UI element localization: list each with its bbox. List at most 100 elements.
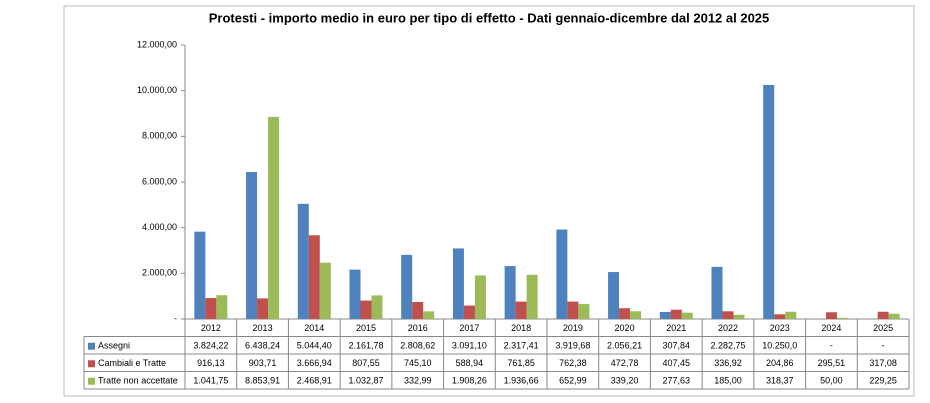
bar — [670, 309, 682, 319]
table-value: 652,99 — [559, 376, 587, 386]
y-tick-label: 12.000,00 — [137, 39, 177, 49]
table-value: 761,85 — [507, 358, 535, 368]
bar — [877, 311, 889, 319]
legend-label: Cambiali e Tratte — [98, 358, 166, 368]
x-tick-label: 2025 — [873, 323, 893, 333]
bar — [349, 269, 361, 319]
table-value: 1.936,66 — [504, 376, 539, 386]
bar — [297, 203, 309, 319]
table-value: 807,55 — [352, 358, 380, 368]
x-tick-label: 2021 — [666, 323, 686, 333]
table-value: 6.438,24 — [245, 341, 280, 351]
x-tick-label: 2018 — [511, 323, 531, 333]
bar — [526, 274, 538, 319]
bar — [423, 311, 435, 319]
bar — [412, 301, 424, 319]
y-tick-label: 8.000,00 — [142, 131, 177, 141]
x-tick-label: 2019 — [563, 323, 583, 333]
bar — [578, 304, 590, 319]
table-value: 762,38 — [559, 358, 587, 368]
bar — [268, 116, 280, 319]
x-tick-label: 2012 — [201, 323, 221, 333]
x-tick-label: 2022 — [718, 323, 738, 333]
bar — [401, 254, 413, 319]
bar — [659, 311, 671, 319]
x-tick-label: 2020 — [615, 323, 635, 333]
bar — [608, 272, 620, 319]
table-value: 2.161,78 — [348, 341, 383, 351]
bar — [216, 295, 228, 319]
bar — [308, 235, 320, 319]
bar — [319, 262, 331, 319]
bar — [774, 314, 786, 319]
table-value: 1.041,75 — [193, 376, 228, 386]
table-value: 50,00 — [820, 376, 843, 386]
table-value: 307,84 — [663, 341, 691, 351]
table-value: 2.808,62 — [400, 341, 435, 351]
legend-swatch — [88, 360, 95, 368]
table-value: 185,00 — [714, 376, 742, 386]
table-value: 1.908,26 — [452, 376, 487, 386]
table-value: 229,25 — [869, 376, 897, 386]
bar — [360, 300, 372, 319]
bar — [763, 84, 775, 319]
table-value: 317,08 — [869, 358, 897, 368]
y-tick-label: - — [174, 313, 177, 323]
table-value: 3.919,68 — [555, 341, 590, 351]
legend-label: Assegni — [98, 341, 130, 351]
table-value: 2.468,91 — [297, 376, 332, 386]
bar — [711, 266, 723, 319]
bar — [452, 248, 464, 319]
legend-swatch — [88, 342, 95, 350]
table-value: 3.091,10 — [452, 341, 487, 351]
table-value: 2.282,75 — [710, 341, 745, 351]
table-value: - — [830, 341, 833, 351]
table-value: 745,10 — [404, 358, 432, 368]
x-tick-label: 2017 — [459, 323, 479, 333]
table-value: 3.666,94 — [297, 358, 332, 368]
bar — [504, 266, 516, 319]
table-value: 3.824,22 — [193, 341, 228, 351]
y-tick-label: 2.000,00 — [142, 268, 177, 278]
chart-frame — [63, 5, 915, 397]
x-tick-label: 2016 — [408, 323, 428, 333]
y-tick-label: 4.000,00 — [142, 222, 177, 232]
bar — [205, 298, 217, 319]
y-tick-label: 10.000,00 — [137, 85, 177, 95]
bar — [515, 301, 527, 319]
x-tick-label: 2014 — [304, 323, 324, 333]
bar — [246, 171, 258, 319]
bar — [630, 311, 642, 319]
table-value: 2.056,21 — [607, 341, 642, 351]
bar — [785, 311, 797, 319]
chart-title: Protesti - importo medio in euro per tip… — [209, 10, 770, 25]
table-value: 903,71 — [249, 358, 277, 368]
x-tick-label: 2015 — [356, 323, 376, 333]
table-value: 1.032,87 — [348, 376, 383, 386]
bar — [888, 313, 900, 319]
table-value: 8.853,91 — [245, 376, 280, 386]
bar — [474, 275, 486, 319]
table-value: 588,94 — [456, 358, 484, 368]
bar — [722, 311, 734, 319]
y-tick-label: 6.000,00 — [142, 176, 177, 186]
bar — [825, 312, 837, 319]
table-value: 277,63 — [663, 376, 691, 386]
table-value: 204,86 — [766, 358, 794, 368]
bar — [257, 298, 269, 319]
table-value: 332,99 — [404, 376, 432, 386]
table-value: 10.250,0 — [762, 341, 797, 351]
table-value: 916,13 — [197, 358, 225, 368]
x-tick-label: 2023 — [770, 323, 790, 333]
table-value: 295,51 — [818, 358, 846, 368]
bar — [567, 301, 579, 319]
bar — [733, 314, 745, 319]
bar — [463, 305, 475, 319]
table-value: 339,20 — [611, 376, 639, 386]
bar — [556, 229, 568, 319]
bar — [681, 312, 693, 319]
table-value: - — [882, 341, 885, 351]
bar — [194, 231, 206, 319]
legend-swatch — [88, 377, 95, 385]
